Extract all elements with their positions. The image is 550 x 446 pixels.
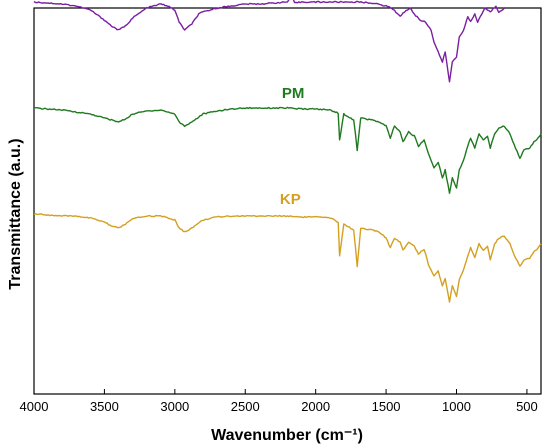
x-tick-label: 1500	[372, 399, 401, 414]
x-tick-label: 3500	[90, 399, 119, 414]
x-tick-label: 1000	[442, 399, 471, 414]
x-tick-label: 3000	[160, 399, 189, 414]
x-tick-label: 4000	[20, 399, 49, 414]
series-label: KP	[280, 191, 301, 208]
plot-area	[33, 7, 542, 395]
plot-frame	[33, 7, 542, 395]
x-tick-label: 2500	[231, 399, 260, 414]
series-line-dmcd	[33, 0, 505, 83]
x-tick-label: 500	[516, 399, 538, 414]
series-line-kp	[33, 213, 542, 303]
series-line-pm	[33, 106, 542, 194]
x-axis: 4000 3500 3000 2500 2000 1500 1000 500	[20, 389, 538, 414]
series-labels: OLMDMβCDPMKP	[280, 85, 305, 208]
series-layer	[33, 0, 542, 303]
series-label: PM	[282, 85, 305, 102]
y-axis-title: Transmittance (a.u.)	[7, 138, 24, 289]
x-tick-label: 2000	[301, 399, 330, 414]
x-axis-title: Wavenumber (cm⁻¹)	[211, 427, 363, 444]
